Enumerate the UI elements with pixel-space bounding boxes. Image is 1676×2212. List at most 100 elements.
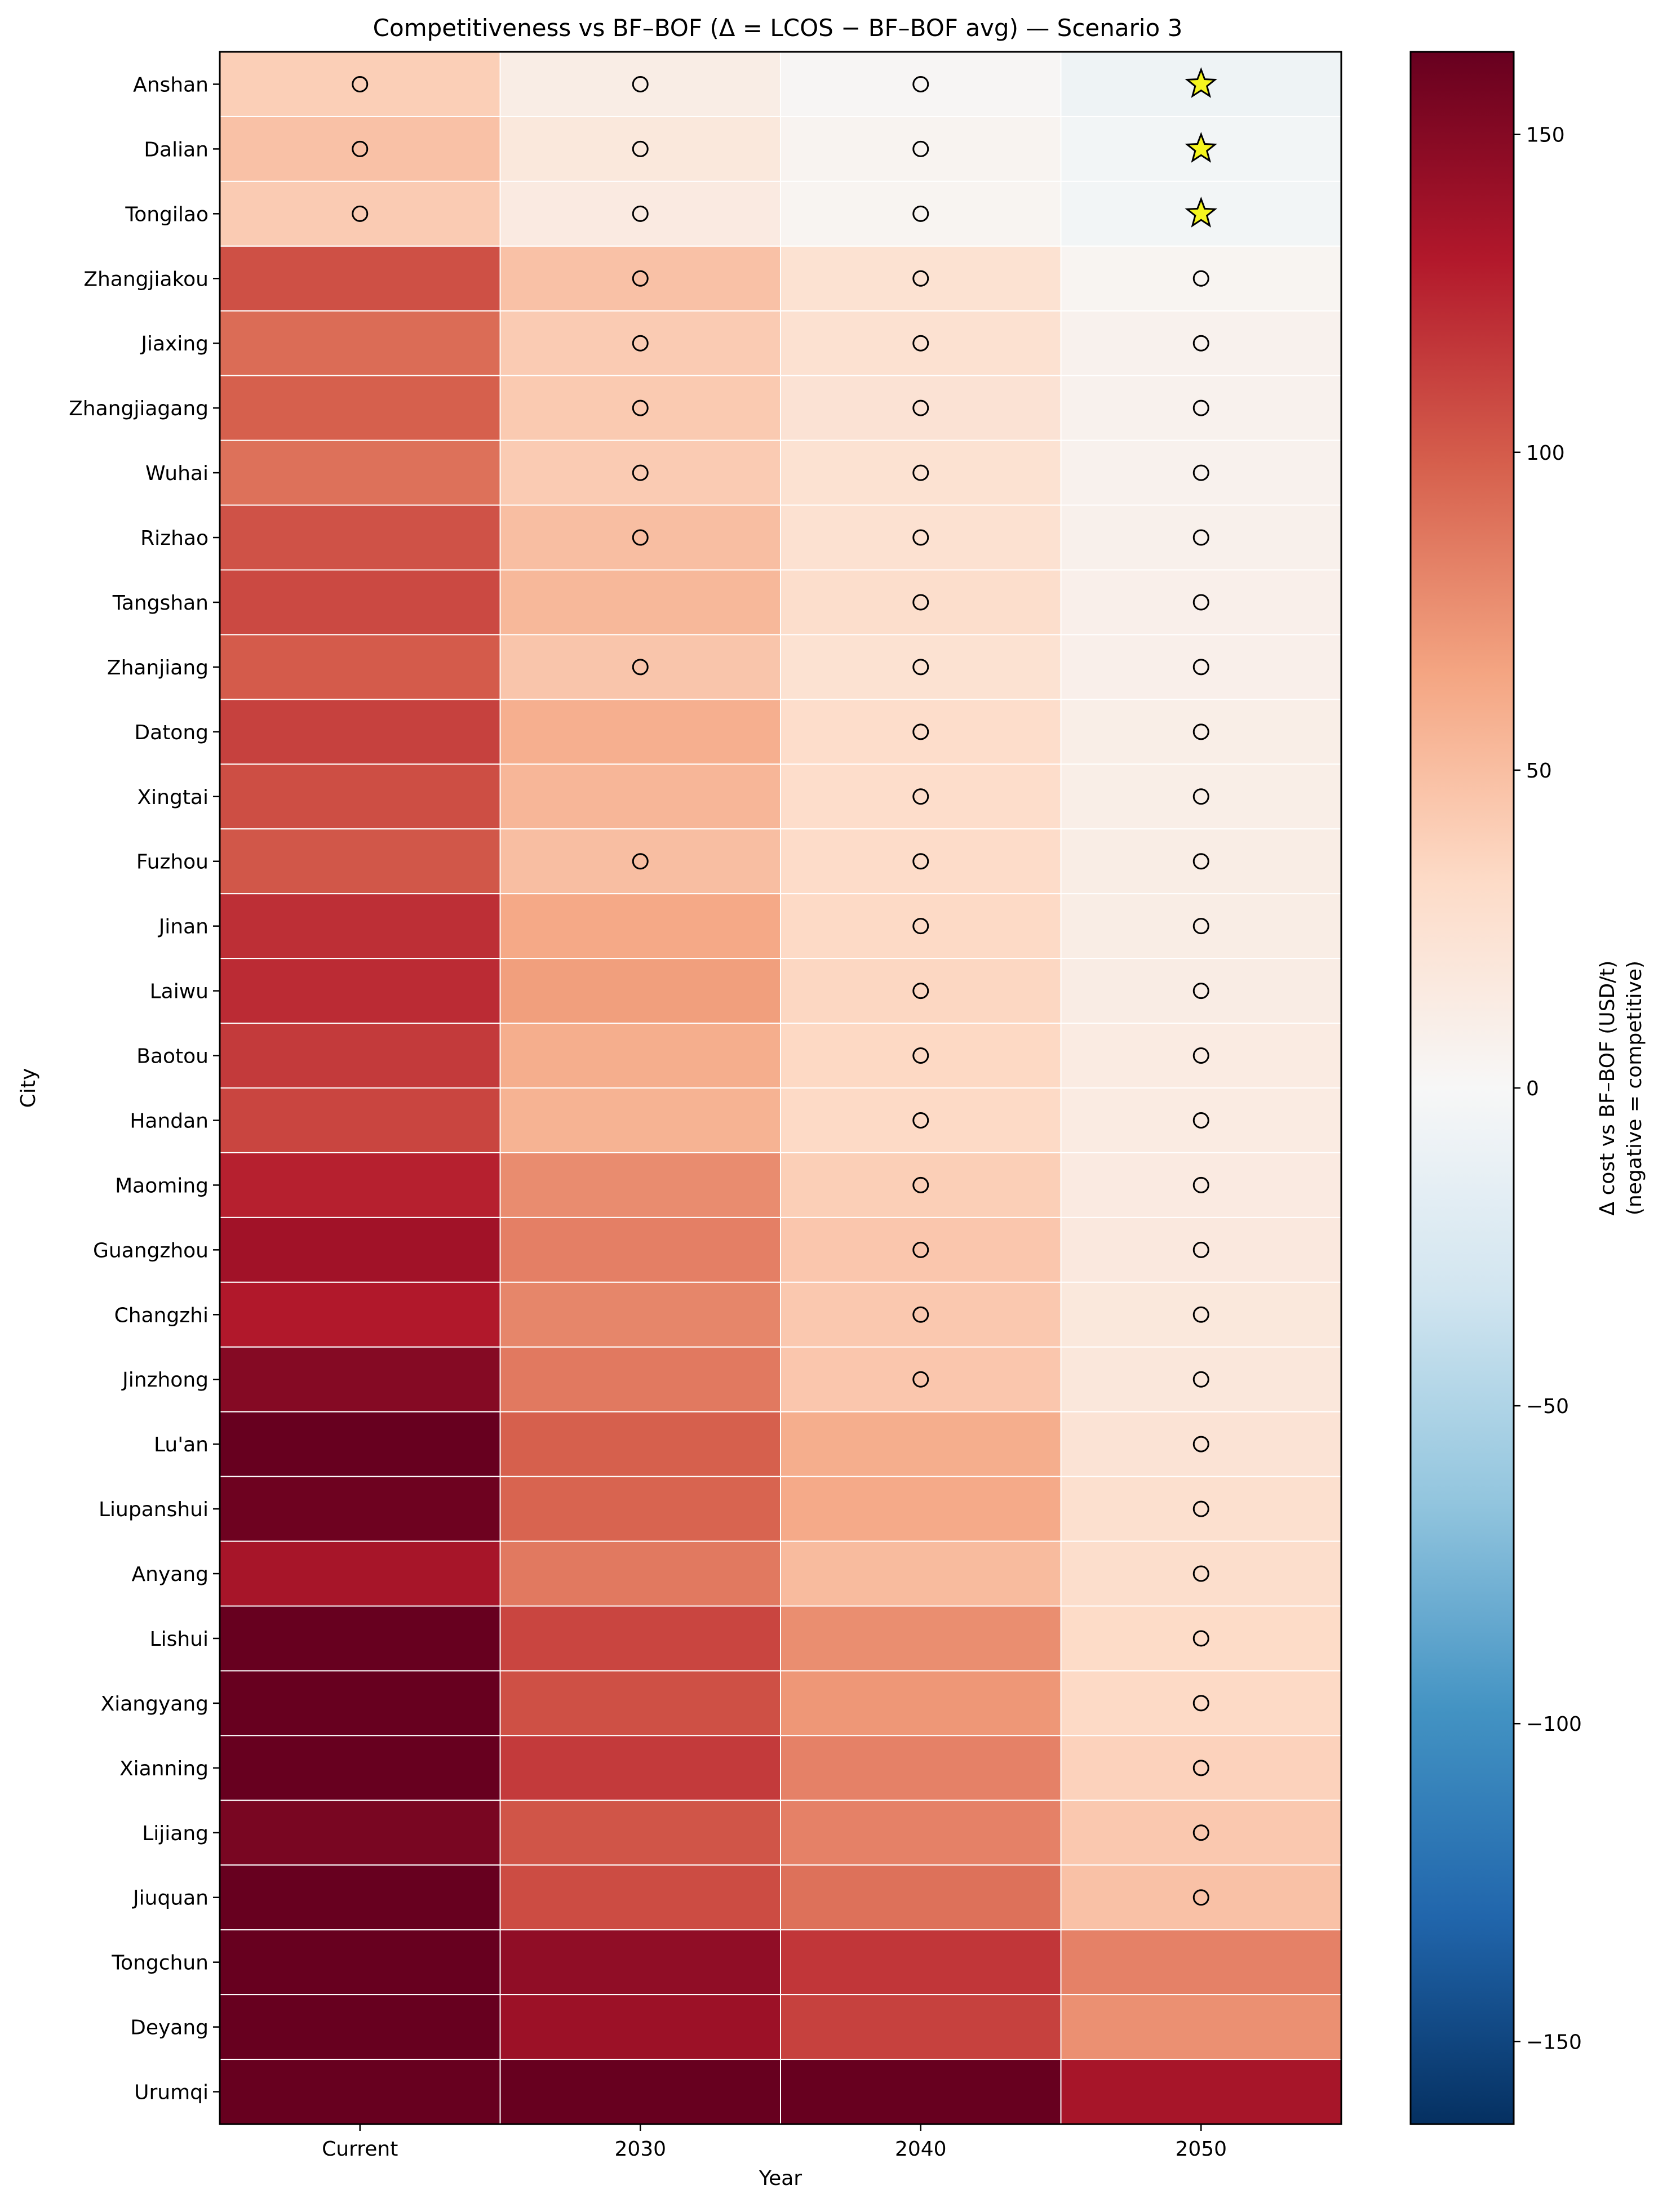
star-marker [1185, 132, 1218, 163]
circle-marker [912, 594, 929, 611]
y-axis-label: City [17, 1068, 40, 1108]
heatmap-cell [780, 958, 1062, 1024]
heatmap-cell [780, 1087, 1062, 1153]
heatmap-cell [1060, 1476, 1342, 1542]
heatmap-markers [352, 67, 1218, 1906]
y-tick-label: Lu'an [154, 1433, 209, 1456]
heatmap-cell [780, 1864, 1062, 1931]
heatmap-cell [499, 1735, 781, 1801]
heatmap-cell [499, 1281, 781, 1348]
heatmap-cell [219, 763, 501, 830]
heatmap-cell [219, 504, 501, 571]
heatmap-cell [219, 1476, 501, 1542]
circle-marker [1192, 1824, 1209, 1841]
heatmap-cell [1060, 1152, 1342, 1218]
heatmap-cell [499, 310, 781, 376]
heatmap-cell [1060, 310, 1342, 376]
heatmap-cell [1060, 1087, 1342, 1153]
heatmap-cell [780, 1800, 1062, 1866]
circle-marker [1192, 1047, 1209, 1064]
heatmap-cell [1060, 958, 1342, 1024]
colorbar-ticks: −150 −100 −50 0 50 100 150 [1514, 124, 1582, 2054]
heatmap-cell [499, 1864, 781, 1931]
colorbar-label-line2: (negative = competitive) [1623, 961, 1646, 1215]
x-tick-label: Current [322, 2138, 398, 2161]
heatmap-cell [1060, 828, 1342, 895]
heatmap-cell [499, 1605, 781, 1672]
circle-marker [1192, 399, 1209, 416]
y-tick-label: Datong [134, 721, 209, 744]
heatmap-cell [219, 245, 501, 312]
heatmap-cell [219, 2059, 501, 2125]
heatmap-cell [499, 699, 781, 765]
heatmap-cell [499, 1800, 781, 1866]
circle-marker [1192, 464, 1209, 481]
y-tick-label: Xingtai [137, 786, 209, 809]
circle-marker [912, 659, 929, 676]
circle-marker [632, 464, 649, 481]
circle-marker [912, 853, 929, 870]
heatmap-cell [780, 634, 1062, 700]
heatmap-cell [1060, 699, 1342, 765]
y-tick-label: Xianning [119, 1757, 209, 1780]
circle-marker [632, 75, 649, 92]
colorbar-tick-label: 0 [1526, 1077, 1539, 1100]
circle-marker [1192, 788, 1209, 805]
heatmap-cell [219, 1087, 501, 1153]
circle-marker [1192, 723, 1209, 740]
heatmap-cell [499, 2059, 781, 2125]
heatmap-cell [780, 504, 1062, 571]
colorbar-tick-label: −150 [1526, 2031, 1582, 2054]
circle-marker [352, 205, 369, 222]
circle-marker [1192, 983, 1209, 1000]
heatmap-cell [780, 245, 1062, 312]
heatmap-cell [219, 1605, 501, 1672]
heatmap-cell [780, 828, 1062, 895]
heatmap-cells [219, 51, 1342, 2125]
heatmap-cell [219, 1346, 501, 1413]
heatmap-cell [219, 1735, 501, 1801]
heatmap-cell [780, 180, 1062, 247]
y-tick-label: Jiuquan [132, 1887, 209, 1910]
heatmap-cell [780, 1540, 1062, 1607]
y-tick-label: Maoming [115, 1174, 209, 1197]
circle-marker [1192, 1371, 1209, 1388]
circle-marker [352, 140, 369, 157]
heatmap-cell [499, 763, 781, 830]
heatmap-cell [780, 1994, 1062, 2060]
circle-marker [912, 1371, 929, 1388]
circle-marker [912, 399, 929, 416]
heatmap-cell [499, 375, 781, 441]
circle-marker [912, 1241, 929, 1258]
y-tick-label: Lishui [150, 1628, 209, 1651]
heatmap-cell [219, 1800, 501, 1866]
circle-marker [1192, 1630, 1209, 1647]
colorbar-tick-label: −100 [1526, 1713, 1582, 1736]
colorbar-tick-label: 50 [1526, 759, 1552, 783]
y-tick-label: Laiwu [150, 980, 209, 1003]
circle-marker [632, 335, 649, 352]
heatmap-cell [499, 893, 781, 960]
heatmap-cell [219, 180, 501, 247]
circle-marker [1192, 853, 1209, 870]
circle-marker [1192, 1241, 1209, 1258]
circle-marker [1192, 270, 1209, 287]
y-tick-label: Jiaxing [140, 332, 209, 356]
y-tick-label: Zhangjiakou [83, 268, 209, 291]
heatmap-cell [780, 51, 1062, 117]
circle-marker [1192, 1500, 1209, 1517]
heatmap-cell [219, 569, 501, 636]
heatmap-cell [1060, 1735, 1342, 1801]
heatmap-cell [219, 1023, 501, 1089]
heatmap-cell [1060, 504, 1342, 571]
heatmap-cell [499, 1346, 781, 1413]
colorbar-tick-label: 150 [1526, 124, 1565, 147]
y-tick-label: Zhanjiang [107, 656, 209, 679]
heatmap-cell [780, 1281, 1062, 1348]
heatmap-cell [1060, 1281, 1342, 1348]
circle-marker [912, 335, 929, 352]
y-tick-label: Liupanshui [99, 1498, 209, 1521]
heatmap-cell [499, 1476, 781, 1542]
heatmap-cell [219, 116, 501, 182]
